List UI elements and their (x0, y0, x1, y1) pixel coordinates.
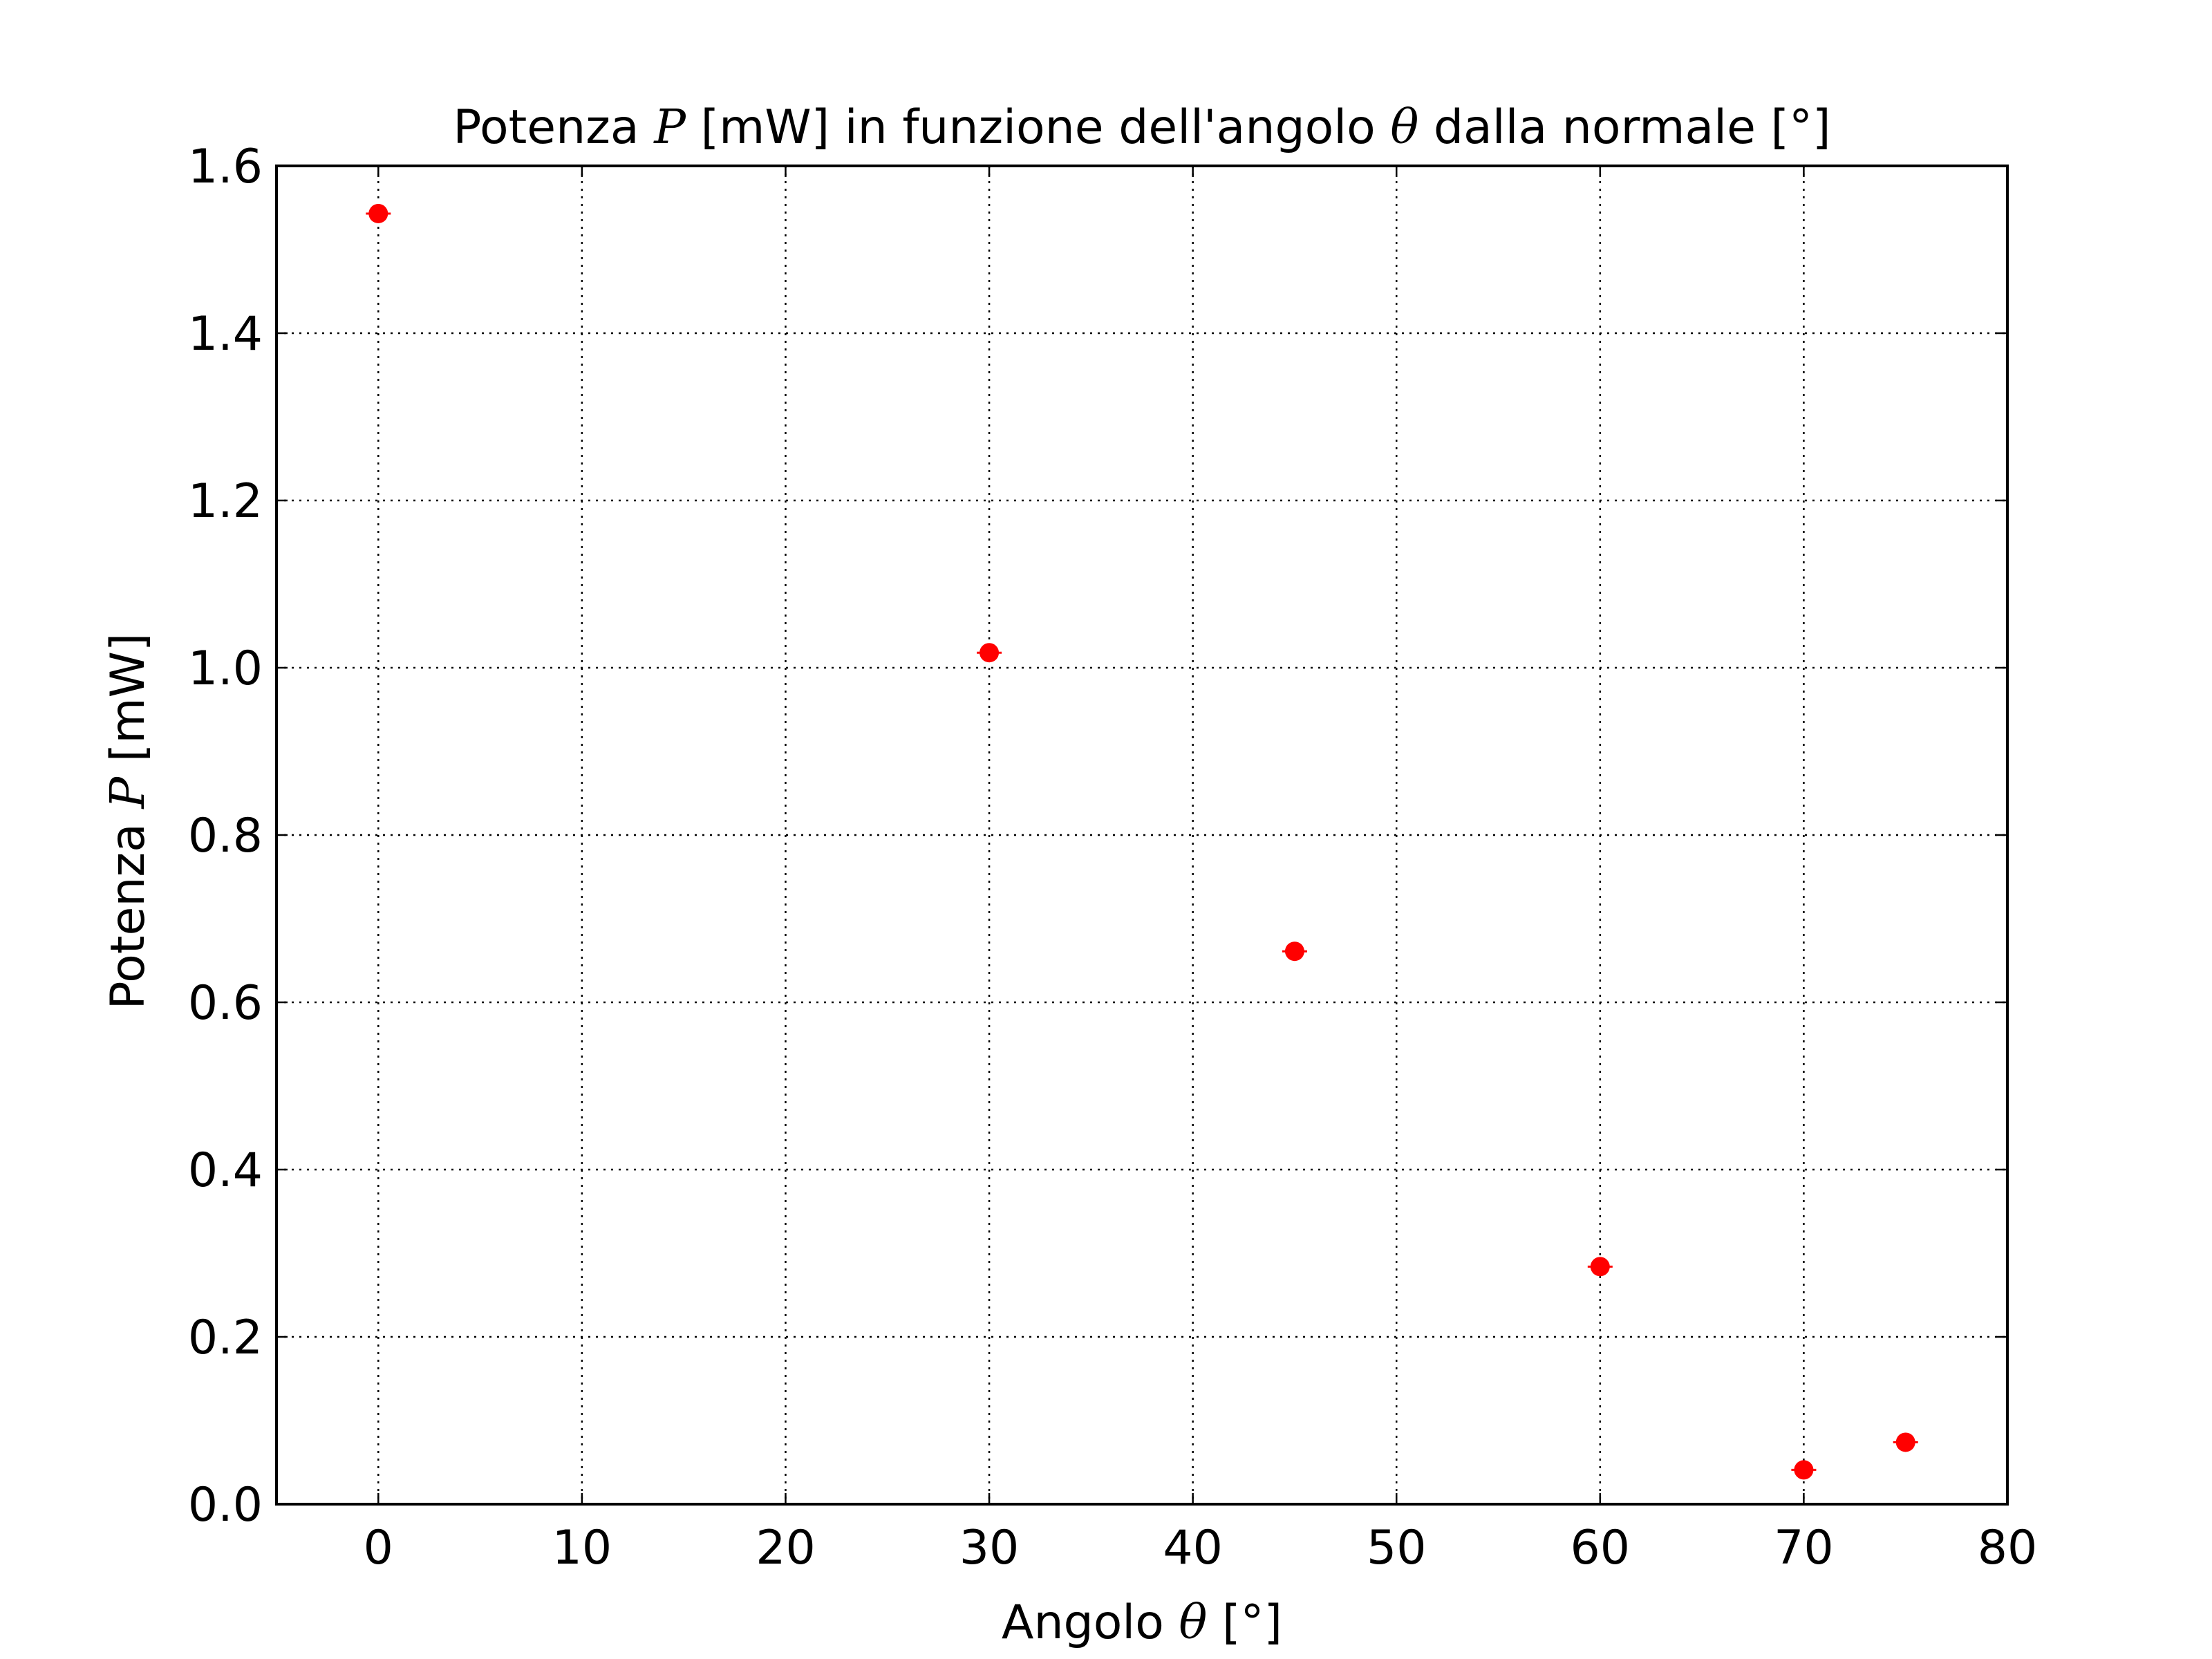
y-tick-label: 1.2 (188, 474, 263, 529)
y-tick-label: 0.0 (188, 1478, 263, 1533)
y-tick-label: 1.0 (188, 641, 263, 696)
data-point (1895, 1432, 1915, 1452)
x-tick-label: 10 (552, 1521, 612, 1575)
data-point (1284, 941, 1304, 962)
y-tick-label: 1.6 (188, 140, 263, 194)
x-tick-label: 0 (364, 1521, 393, 1575)
data-point (1590, 1257, 1610, 1277)
x-tick-label: 80 (1978, 1521, 2038, 1575)
y-tick-label: 0.4 (188, 1143, 263, 1198)
grid (276, 166, 2007, 1504)
x-tick-label: 60 (1571, 1521, 1631, 1575)
axis-ticks: 0 10 20 30 40 50 60 70 80 0.0 0.2 0.4 0.6 0.8 1.0 1.2 1.… (188, 140, 2037, 1575)
y-tick-label: 0.6 (188, 976, 263, 1031)
y-tick-label: 0.8 (188, 809, 263, 863)
data-point (1794, 1460, 1814, 1480)
x-axis-label: Angolo θ [°] (1002, 1595, 1282, 1650)
data-point (368, 203, 388, 223)
x-tick-label: 30 (959, 1521, 1020, 1575)
y-tick-label: 0.2 (188, 1311, 263, 1365)
data-point (980, 643, 1000, 663)
x-tick-label: 50 (1367, 1521, 1427, 1575)
x-tick-label: 70 (1774, 1521, 1834, 1575)
y-tick-label: 1.4 (188, 307, 263, 362)
y-axis-label: Potenza P [mW] (101, 633, 156, 1010)
x-tick-label: 20 (756, 1521, 816, 1575)
data-points (366, 203, 1918, 1480)
x-tick-label: 40 (1163, 1521, 1223, 1575)
chart-title: Potenza P [mW] in funzione dell'angolo θ… (453, 100, 1830, 155)
